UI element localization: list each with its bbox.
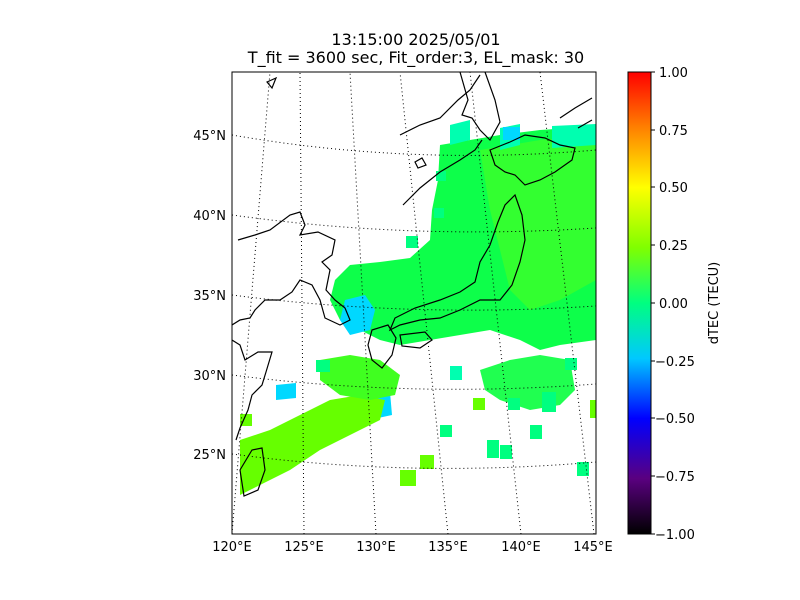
dtec-cell <box>487 440 499 458</box>
colorbar-tick-label: −0.25 <box>655 355 695 370</box>
colorbar-tick-label: 1.00 <box>659 66 688 81</box>
dtec-cell <box>240 414 252 426</box>
lon-label-125: 125°E <box>284 540 324 555</box>
dtec-cell <box>420 455 434 469</box>
dtec-cell <box>406 236 418 248</box>
colorbar-tick-label: 0.00 <box>659 297 688 312</box>
dtec-cell <box>450 366 462 380</box>
dtec-data-cells <box>240 120 596 495</box>
dtec-cell <box>316 360 330 372</box>
colorbar-label: dTEC (TECU) <box>707 262 722 345</box>
latitude-labels: 25°N 30°N 35°N 40°N 45°N <box>193 129 226 463</box>
dtec-cell <box>434 208 444 218</box>
longitude-labels: 120°E 125°E 130°E 135°E 140°E 145°E <box>212 540 613 555</box>
coast-sakhalin <box>459 72 501 141</box>
coast-kyushu-shikoku <box>367 324 433 369</box>
coastlines <box>232 72 593 497</box>
lat-label-30: 30°N <box>193 369 226 384</box>
lat-label-35: 35°N <box>193 289 226 304</box>
coast-honshu <box>388 193 526 332</box>
graticule-meridians <box>232 72 595 534</box>
plot-title-time: 13:15:00 2025/05/01 <box>331 30 501 49</box>
lon-label-130: 130°E <box>356 540 396 555</box>
map-frame <box>231 71 597 535</box>
colorbar-tick-label: 0.25 <box>659 239 688 254</box>
map-panel <box>232 72 596 534</box>
dtec-region-north <box>450 120 596 150</box>
dtec-cell <box>508 398 520 410</box>
colorbar: 1.00 0.75 0.50 0.25 0.00 −0.25 −0.50 −0.… <box>627 66 722 543</box>
dtec-cell <box>590 400 596 418</box>
colorbar-tick-label: −1.00 <box>655 528 695 543</box>
dtec-cell <box>500 445 512 459</box>
dtec-cell <box>400 470 416 486</box>
lat-label-40: 40°N <box>193 209 226 224</box>
coast-sado <box>414 157 427 169</box>
coast-hokkaido <box>489 134 576 186</box>
colorbar-tick-label: −0.50 <box>655 412 695 427</box>
plot-title-params: T_fit = 3600 sec, Fit_order:3, EL_mask: … <box>247 48 585 67</box>
dtec-cell <box>436 171 446 181</box>
dtec-cell <box>440 425 452 437</box>
dtec-cell <box>530 425 542 439</box>
coast-taiwan <box>239 447 266 497</box>
lat-label-25: 25°N <box>193 448 226 463</box>
dtec-region-east <box>480 135 596 310</box>
dtec-cell <box>542 392 556 412</box>
coast-russia <box>266 74 483 206</box>
lon-label-135: 135°E <box>428 540 468 555</box>
colorbar-gradient <box>627 71 652 535</box>
coast-china-south <box>232 339 273 441</box>
dtec-cell <box>473 398 485 410</box>
coast-korea-china <box>232 211 351 326</box>
lon-label-145: 145°E <box>573 540 613 555</box>
colorbar-tick-label: 0.75 <box>659 124 688 139</box>
coast-kuril <box>559 97 593 129</box>
lon-label-140: 140°E <box>501 540 541 555</box>
dtec-cell <box>565 358 577 370</box>
dtec-region-south <box>240 395 385 495</box>
colorbar-tick-label: −0.75 <box>655 470 695 485</box>
lat-label-45: 45°N <box>193 129 226 144</box>
colorbar-tick-label: 0.50 <box>659 181 688 196</box>
lon-label-120: 120°E <box>212 540 252 555</box>
